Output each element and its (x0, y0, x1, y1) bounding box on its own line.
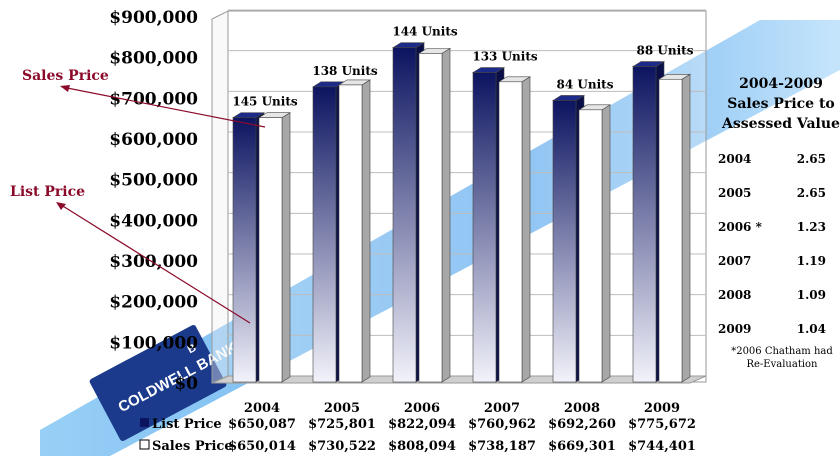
list-price-value: $692,260 (548, 417, 616, 432)
x-tick-label: 2007 (484, 401, 520, 416)
sales-price-bar-side (521, 76, 531, 383)
ratio-title-line-1: 2004-2009 (739, 76, 823, 92)
sales-price-value: $744,401 (628, 439, 696, 454)
coldwell-banker-logo (89, 324, 227, 442)
list-price-bar-face (232, 117, 257, 383)
sales-price-bar (417, 47, 452, 383)
sales-price-bar (497, 76, 532, 383)
ratio-note-line-1: *2006 Chatham had (731, 346, 833, 357)
ratio-title-line-3: Assessed Value (722, 116, 840, 132)
list-price-bar-face (632, 66, 657, 383)
ratio-row-year: 2009 (718, 322, 752, 336)
y-tick-label: $300,000 (109, 252, 198, 272)
x-tick-label: 2006 (404, 401, 440, 416)
gridlines (228, 9, 706, 336)
ratio-row-year: 2007 (718, 254, 752, 268)
ratio-row-year: 2004 (718, 152, 752, 166)
sales-price-bar-side (601, 104, 611, 383)
annotations: Sales Price List Price (10, 68, 266, 324)
sales-price-bar-side (281, 112, 291, 383)
units-label: 88 Units (637, 44, 694, 58)
units-label: 138 Units (312, 64, 378, 78)
ratio-footnote: *2006 Chatham had Re-Evaluation (724, 345, 840, 371)
sales-price-arrow (61, 86, 266, 128)
ratio-row-value: 1.23 (796, 220, 826, 234)
sales-price-value: $808,094 (388, 439, 456, 454)
list-price-bar-face (312, 86, 337, 383)
ratio-row-year: 2005 (718, 186, 752, 200)
legend-swatch-list-price (140, 418, 149, 427)
sales-price-arrowhead (60, 85, 70, 92)
y-tick-label: $500,000 (109, 171, 198, 191)
list-price-annotation: List Price (10, 184, 85, 200)
ratio-row-value: 2.65 (796, 152, 826, 166)
sales-price-bar (337, 79, 372, 383)
units-label: 145 Units (232, 95, 298, 109)
list-price-bar-face (392, 47, 417, 383)
sales-price-bar-face (498, 81, 523, 383)
sales-price-bar-side (441, 47, 451, 383)
y-tick-label: $600,000 (109, 130, 198, 150)
units-label: 133 Units (472, 50, 538, 64)
list-price-arrow (57, 202, 251, 324)
ratio-row-year: 2006 * (718, 220, 762, 234)
legend-swatch-sales-price (139, 439, 150, 450)
x-tick-label: 2005 (324, 401, 360, 416)
sales-price-bar-face (658, 78, 683, 383)
sales-price-bar-side (681, 73, 691, 383)
sales-price-value: $738,187 (468, 439, 536, 454)
y-tick-label: $200,000 (109, 293, 198, 313)
ratio-row-value: 2.65 (796, 186, 826, 200)
x-tick-label: 2008 (564, 401, 600, 416)
sales-price-value: $650,014 (228, 439, 296, 454)
sales-price-value: $730,522 (308, 439, 376, 454)
units-label: 144 Units (392, 25, 458, 39)
list-price-value: $650,087 (228, 417, 296, 432)
sales-price-bar (657, 73, 692, 383)
sales-price-annotation: Sales Price (22, 68, 109, 84)
ratio-title-line-2: Sales Price to (727, 96, 835, 112)
list-price-value: $725,801 (308, 417, 376, 432)
x-tick-label: 2009 (644, 401, 680, 416)
y-tick-label: $900,000 (109, 8, 198, 28)
sales-price-bar-face (578, 109, 603, 383)
units-label: 84 Units (557, 77, 614, 91)
ratio-row-value: 1.19 (796, 254, 826, 268)
ratio-note-line-2: Re-Evaluation (746, 359, 818, 370)
legend-label-list-price: List Price (152, 417, 222, 432)
list-price-value: $822,094 (388, 417, 456, 432)
y-tick-label: $0 (174, 374, 198, 394)
sales-price-bar-face (338, 84, 363, 383)
sales-price-bar-face (418, 53, 443, 383)
data-table: 2004$650,087 $650,014 2005$725,801 $730,522… (139, 401, 696, 454)
y-tick-label: $400,000 (109, 211, 198, 231)
list-price-arrowhead (56, 202, 66, 210)
y-axis-tick-labels: $0 $100,000 $200,000 $300,000 $400,000 $500,0… (109, 8, 198, 394)
bar-series (231, 42, 692, 383)
ratio-panel-title: 2004-2009 Sales Price to Assessed Value (722, 74, 840, 134)
ratio-row-value: 1.04 (796, 322, 826, 336)
y-tick-label: $700,000 (109, 89, 198, 109)
list-price-value: $775,672 (628, 417, 696, 432)
ratio-row-year: 2008 (718, 288, 752, 302)
list-price-bar-face (552, 100, 577, 383)
sales-price-bar (257, 112, 292, 383)
x-tick-label: 2004 (244, 401, 280, 416)
sales-price-bar-side (361, 79, 371, 383)
ratio-row-value: 1.09 (796, 288, 826, 302)
y-tick-label: $100,000 (109, 333, 198, 353)
sales-price-bar-face (258, 117, 283, 383)
list-price-bar-face (472, 72, 497, 383)
sales-price-bar (577, 104, 612, 383)
list-price-value: $760,962 (468, 417, 536, 432)
y-tick-label: $800,000 (109, 49, 198, 69)
unit-labels: 145 Units 138 Units 144 Units 133 Units 84 U… (232, 25, 693, 109)
legend-label-sales-price: Sales Price (152, 439, 233, 454)
sales-price-value: $669,301 (548, 439, 616, 454)
